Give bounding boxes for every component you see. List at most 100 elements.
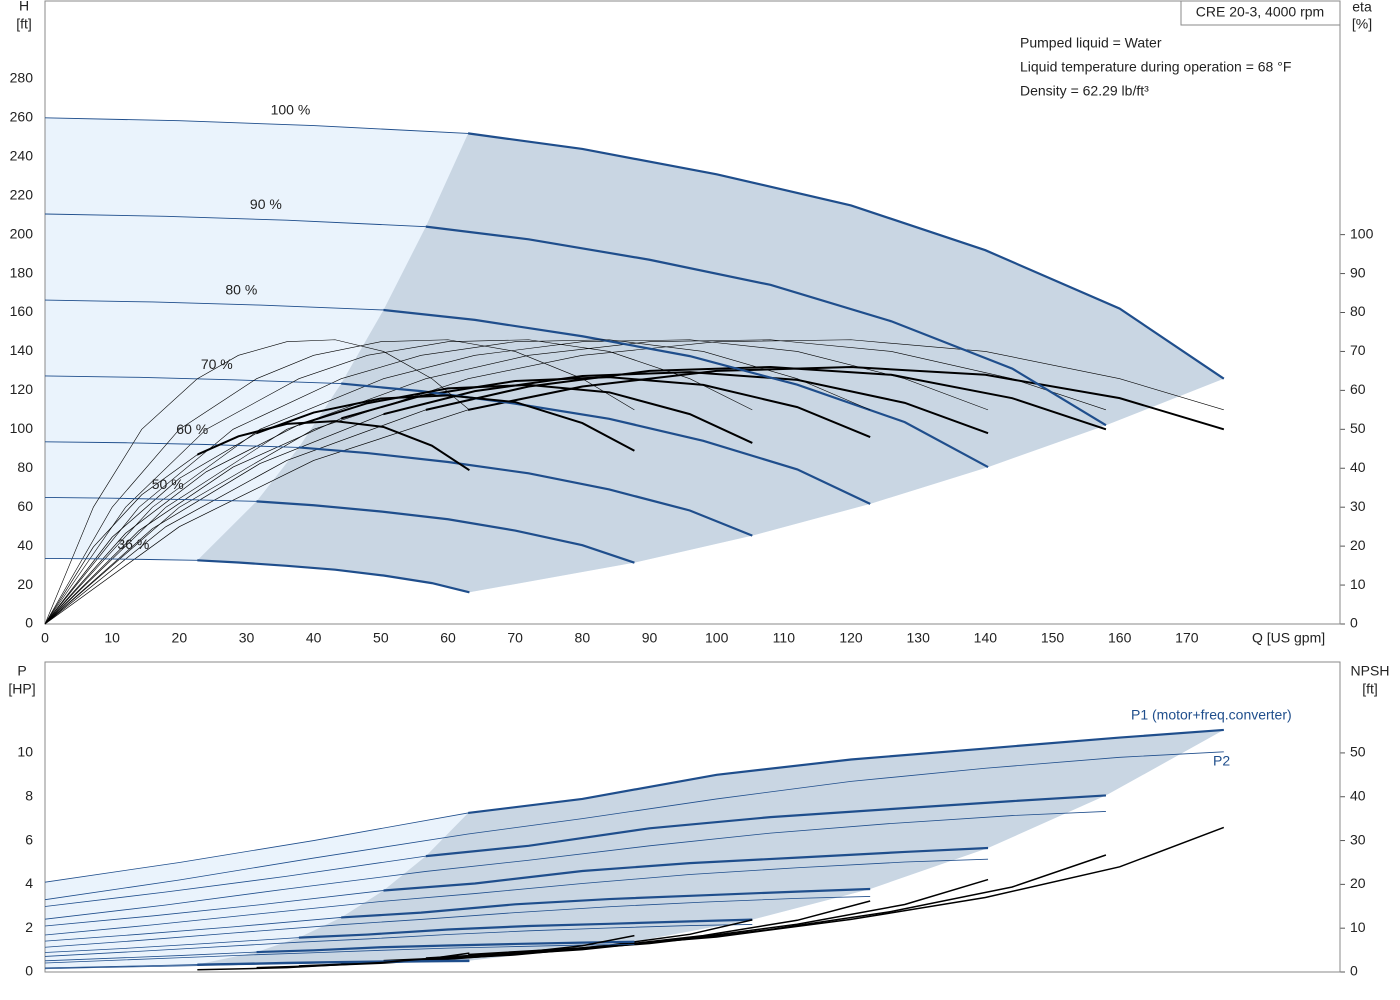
y-tick-label: 100 <box>10 420 34 436</box>
y-tick-label: 0 <box>25 963 33 979</box>
y-tick-label: 140 <box>10 342 34 358</box>
x-tick-label: 100 <box>705 630 729 646</box>
eta-pump-curve <box>44 339 635 625</box>
y-tick-label: 60 <box>17 498 33 514</box>
note: Liquid temperature during operation = 68… <box>1020 59 1291 75</box>
grid <box>44 0 1345 973</box>
speed-label: 90 % <box>250 196 282 212</box>
p1-curve <box>383 846 989 892</box>
x-tick-label: 90 <box>642 630 658 646</box>
x-tick-label: 30 <box>239 630 255 646</box>
y-tick-label: 160 <box>10 303 34 319</box>
y-tick-label: 6 <box>25 831 33 847</box>
x-tick-label: 120 <box>839 630 863 646</box>
regions <box>45 117 1224 969</box>
p2-curve <box>44 896 871 948</box>
plot-frame <box>44 661 1341 973</box>
y-axis-unit: [ft] <box>16 16 32 32</box>
eta-pump-curve <box>44 339 470 625</box>
x-tick-label: 10 <box>104 630 120 646</box>
y2-tick-label: 20 <box>1350 875 1366 891</box>
note: Pumped liquid = Water <box>1020 35 1162 51</box>
y-tick-label: 40 <box>17 537 33 553</box>
x-tick-label: 20 <box>172 630 188 646</box>
x-tick-label: 70 <box>507 630 523 646</box>
y2-tick-label: 10 <box>1350 576 1366 592</box>
y2-tick-label: 40 <box>1350 787 1366 803</box>
y-tick-label: 80 <box>17 459 33 475</box>
npsh-curve <box>197 952 470 971</box>
y2-tick-label: 10 <box>1350 919 1366 935</box>
eta-curve <box>468 366 1225 431</box>
y2-axis-unit: [ft] <box>1362 681 1378 697</box>
p2-curve <box>44 943 635 964</box>
eta-curve <box>298 383 753 444</box>
speed-label: 50 % <box>152 476 184 492</box>
p1-curve <box>256 940 635 954</box>
plot-frame <box>44 0 1341 625</box>
x-tick-label: 40 <box>306 630 322 646</box>
eta-curve <box>383 371 989 435</box>
x-tick-label: 130 <box>907 630 931 646</box>
p1-curve <box>341 887 871 919</box>
note: Density = 62.29 lb/ft³ <box>1020 83 1149 99</box>
y-tick-label: 120 <box>10 381 34 397</box>
p2-curve <box>44 811 1106 920</box>
speed-label: 70 % <box>201 356 233 372</box>
x-tick-label: 50 <box>373 630 389 646</box>
y2-tick-label: 100 <box>1350 225 1374 241</box>
y2-tick-label: 30 <box>1350 831 1366 847</box>
head-curve <box>298 446 753 537</box>
p1-curve <box>468 728 1224 815</box>
p2-curve <box>44 858 989 936</box>
y-tick-label: 200 <box>10 225 34 241</box>
eta-curve <box>256 394 635 452</box>
y-tick-label: 260 <box>10 109 34 125</box>
head-curve <box>256 500 635 564</box>
curves <box>44 117 1225 971</box>
y-axis-unit: [HP] <box>8 681 35 697</box>
y-axis-label: H <box>19 0 29 14</box>
eta-pump-curve <box>44 339 871 625</box>
y-tick-label: 4 <box>25 875 33 891</box>
x-tick-label: 160 <box>1108 630 1132 646</box>
y2-tick-label: 20 <box>1350 537 1366 553</box>
x-axis-label: Q [US gpm] <box>1252 630 1325 646</box>
y2-tick-label: 60 <box>1350 381 1366 397</box>
p2-curve <box>44 751 1224 901</box>
operating-region <box>197 133 1224 593</box>
y-tick-label: 220 <box>10 186 34 202</box>
speed-label: 80 % <box>225 281 257 297</box>
x-tick-label: 150 <box>1041 630 1065 646</box>
x-tick-label: 140 <box>974 630 998 646</box>
x-tick-label: 170 <box>1175 630 1199 646</box>
x-tick-label: 60 <box>440 630 456 646</box>
p1-curve <box>425 794 1106 858</box>
y2-tick-label: 50 <box>1350 420 1366 436</box>
y2-tick-label: 90 <box>1350 264 1366 280</box>
x-tick-label: 80 <box>575 630 591 646</box>
y-tick-label: 10 <box>17 744 33 760</box>
y-tick-label: 0 <box>25 615 33 631</box>
head-curve <box>425 225 1107 427</box>
y-tick-label: 280 <box>10 70 34 86</box>
y-tick-label: 2 <box>25 919 33 935</box>
head-curve <box>383 308 989 469</box>
y2-tick-label: 30 <box>1350 498 1366 514</box>
y2-tick-label: 80 <box>1350 303 1366 319</box>
x-tick-label: 110 <box>773 630 796 646</box>
y2-tick-label: 70 <box>1350 342 1366 358</box>
y2-axis-label: eta <box>1352 0 1372 15</box>
y2-axis-unit: [%] <box>1352 16 1372 32</box>
head-curve <box>468 132 1225 380</box>
head-curve <box>197 559 470 594</box>
speed-label: 100 % <box>271 101 311 117</box>
eta-pump-curve <box>44 339 989 625</box>
p1-curve <box>298 918 753 939</box>
speed-label: 36 % <box>117 536 149 552</box>
eta-pump-curve <box>44 339 753 625</box>
chart-title: CRE 20-3, 4000 rpm <box>1196 4 1324 20</box>
title-box <box>1180 0 1341 26</box>
y-tick-label: 20 <box>17 576 33 592</box>
